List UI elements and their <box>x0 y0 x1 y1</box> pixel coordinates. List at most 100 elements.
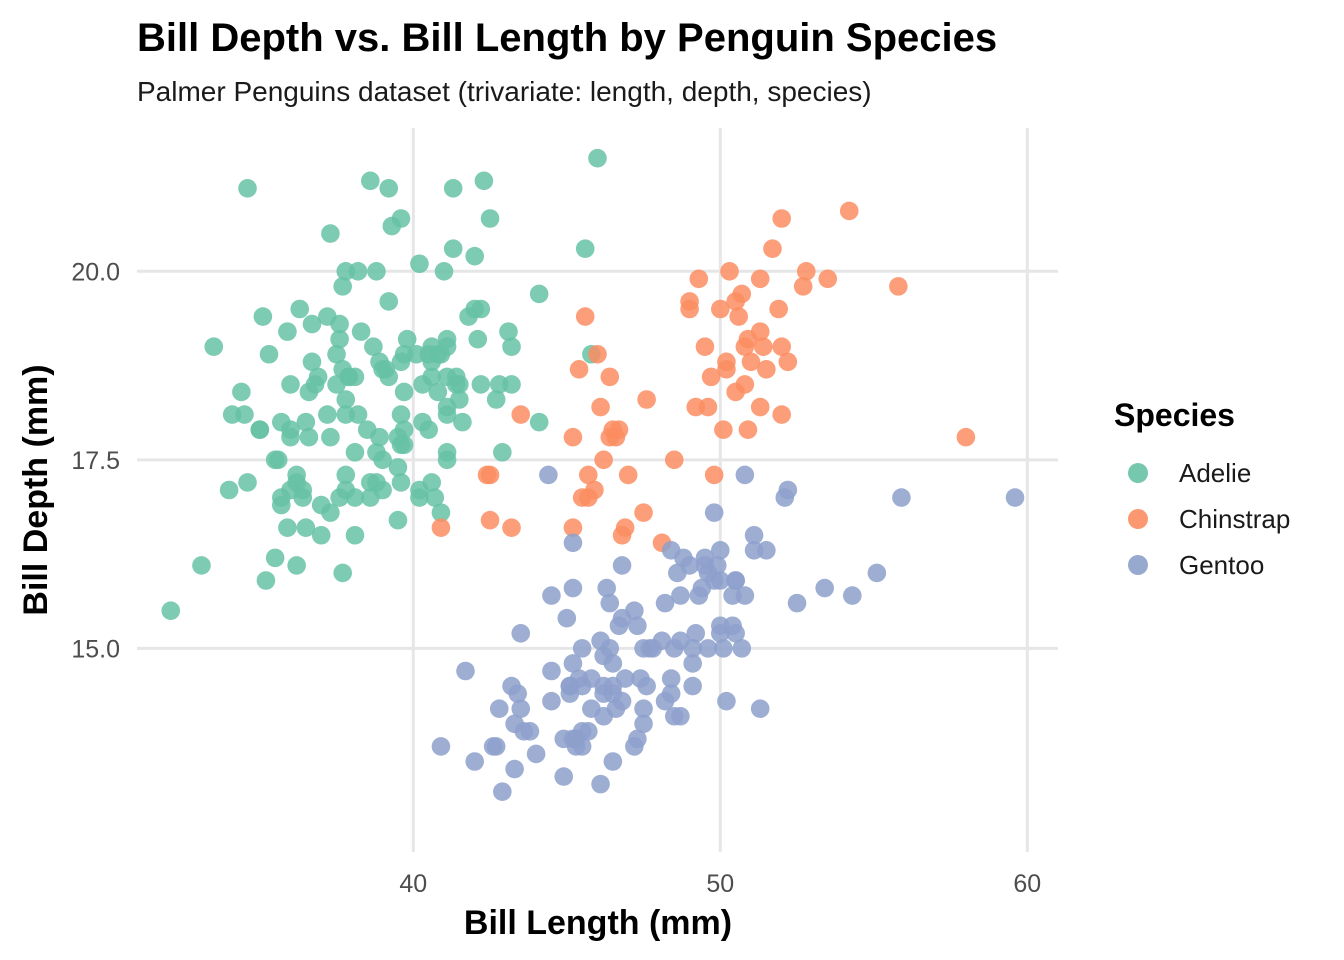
data-point-chinstrap <box>618 465 638 485</box>
data-point-adelie <box>238 179 257 198</box>
data-point-adelie <box>394 382 414 402</box>
data-point-adelie <box>290 299 310 319</box>
data-point-chinstrap <box>563 518 583 538</box>
data-point-adelie <box>302 314 322 334</box>
data-point-adelie <box>333 563 352 583</box>
legend: Species Adelie Chinstrap Gentoo <box>1114 397 1290 580</box>
data-point-adelie <box>161 601 181 620</box>
data-point-chinstrap <box>431 518 451 538</box>
data-point-chinstrap <box>735 337 755 357</box>
data-point-adelie <box>465 246 485 266</box>
data-point-chinstrap <box>502 518 521 538</box>
data-point-adelie <box>336 390 356 409</box>
data-point-chinstrap <box>750 269 770 289</box>
x-tick-label: 40 <box>399 870 427 898</box>
data-point-adelie <box>529 284 549 304</box>
data-point-chinstrap <box>695 337 715 357</box>
data-point-gentoo <box>505 714 524 734</box>
data-point-gentoo <box>603 654 623 673</box>
legend-label-chinstrap: Chinstrap <box>1179 504 1290 534</box>
data-point-chinstrap <box>889 277 908 296</box>
data-point-adelie <box>336 405 356 424</box>
data-point-gentoo <box>704 571 724 590</box>
x-tick-label: 50 <box>706 870 734 898</box>
data-point-gentoo <box>508 684 527 703</box>
data-point-chinstrap <box>772 209 791 228</box>
data-point-gentoo <box>787 593 807 613</box>
data-point-chinstrap <box>563 427 583 447</box>
data-point-gentoo <box>594 706 613 726</box>
y-tick-label: 15.0 <box>71 635 120 663</box>
data-point-gentoo <box>686 623 706 643</box>
data-point-adelie <box>235 405 254 424</box>
legend-title: Species <box>1114 397 1235 433</box>
data-point-gentoo <box>563 578 583 598</box>
data-point-adelie <box>327 344 346 364</box>
data-point-gentoo <box>815 578 834 598</box>
data-point-adelie <box>410 254 429 274</box>
data-point-chinstrap <box>793 277 813 296</box>
data-point-adelie <box>471 299 491 319</box>
data-point-adelie <box>238 473 257 492</box>
data-point-chinstrap <box>480 465 500 485</box>
data-point-adelie <box>299 382 319 402</box>
data-point-adelie <box>345 488 365 507</box>
data-point-gentoo <box>572 676 592 696</box>
data-point-gentoo <box>511 699 531 719</box>
data-point-adelie <box>287 556 306 575</box>
data-point-gentoo <box>707 556 727 575</box>
data-point-chinstrap <box>735 375 755 394</box>
data-point-chinstrap <box>757 360 776 379</box>
data-point-gentoo <box>628 616 647 636</box>
data-point-adelie <box>422 337 442 357</box>
data-point-chinstrap <box>750 397 770 417</box>
data-point-chinstrap <box>689 269 709 289</box>
data-point-adelie <box>330 488 349 507</box>
data-point-gentoo <box>563 654 583 673</box>
data-point-adelie <box>348 261 368 281</box>
data-point-gentoo <box>578 722 598 741</box>
data-point-adelie <box>388 458 408 477</box>
legend-swatch-chinstrap <box>1128 509 1148 529</box>
data-point-chinstrap <box>637 390 656 409</box>
data-point-adelie <box>437 450 457 470</box>
data-point-gentoo <box>744 525 764 545</box>
data-point-gentoo <box>542 691 561 711</box>
data-point-adelie <box>357 420 377 439</box>
data-point-gentoo <box>603 752 623 771</box>
data-point-chinstrap <box>720 261 739 281</box>
data-point-adelie <box>367 442 386 462</box>
y-axis-title: Bill Depth (mm) <box>17 364 55 615</box>
data-point-adelie <box>278 322 297 341</box>
data-point-gentoo <box>511 623 531 643</box>
data-point-gentoo <box>634 699 653 719</box>
data-point-gentoo <box>726 571 745 590</box>
data-point-adelie <box>278 518 297 538</box>
data-point-adelie <box>330 329 349 349</box>
data-point-adelie <box>493 442 512 462</box>
data-point-gentoo <box>563 533 583 553</box>
data-point-gentoo <box>557 608 577 628</box>
data-point-adelie <box>394 435 414 455</box>
data-point-gentoo <box>750 699 770 719</box>
series-gentoo <box>431 465 1025 801</box>
data-point-adelie <box>256 571 276 590</box>
data-point-chinstrap <box>600 367 620 387</box>
data-point-adelie <box>391 209 411 228</box>
data-point-gentoo <box>843 586 862 605</box>
x-tick-label: 60 <box>1013 870 1041 898</box>
data-point-chinstrap <box>594 450 613 470</box>
data-point-gentoo <box>655 593 675 613</box>
data-point-gentoo <box>431 737 451 756</box>
data-point-chinstrap <box>818 269 838 289</box>
data-point-adelie <box>480 209 500 228</box>
data-point-gentoo <box>1005 488 1025 507</box>
data-point-gentoo <box>615 669 635 688</box>
data-point-chinstrap <box>600 427 620 447</box>
data-point-chinstrap <box>612 525 632 545</box>
data-point-chinstrap <box>480 510 500 530</box>
data-point-chinstrap <box>569 360 589 379</box>
data-point-gentoo <box>634 714 653 734</box>
data-point-adelie <box>588 148 607 168</box>
